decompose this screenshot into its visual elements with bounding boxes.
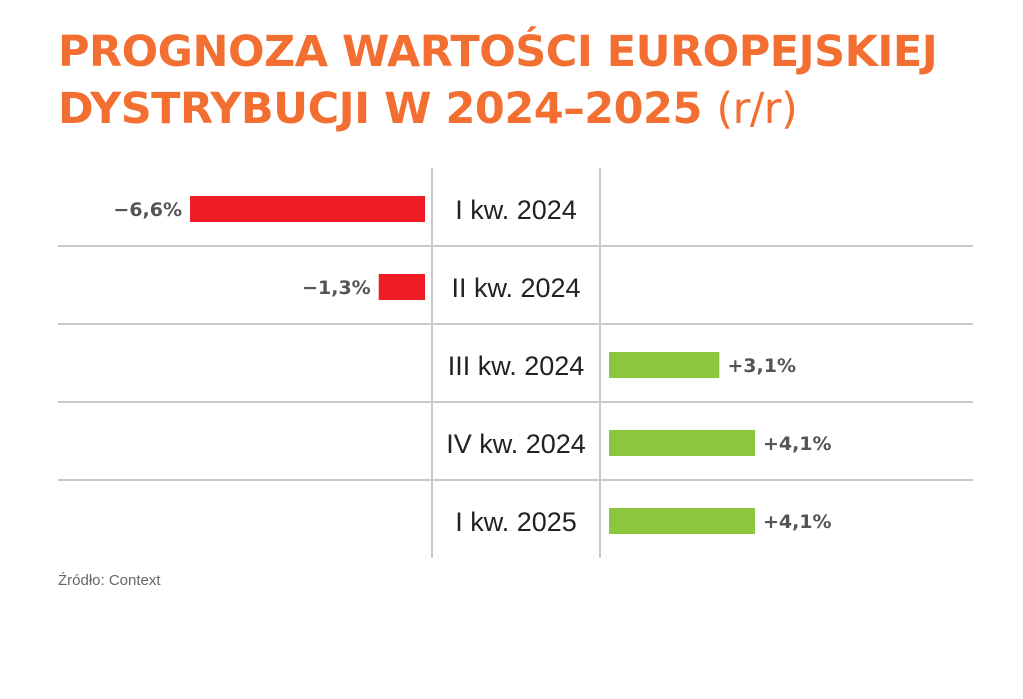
chart-title: PROGNOZA WARTOŚCI EUROPEJSKIEJ DYSTRYBUC… bbox=[58, 24, 998, 138]
chart-title-line1: PROGNOZA WARTOŚCI EUROPEJSKIEJ bbox=[58, 27, 938, 77]
category-label: I kw. 2025 bbox=[455, 507, 577, 537]
value-label: +4,1% bbox=[763, 511, 832, 533]
value-label: +3,1% bbox=[727, 355, 796, 377]
source-note: Źródło: Context bbox=[58, 572, 161, 589]
chart-title-line2: DYSTRYBUCJI W 2024–2025 bbox=[58, 84, 702, 134]
bar-positive bbox=[609, 430, 755, 456]
value-label: −6,6% bbox=[113, 199, 182, 221]
chart-title-unit: (r/r) bbox=[716, 84, 798, 134]
category-label: II kw. 2024 bbox=[451, 273, 580, 303]
value-label: −1,3% bbox=[302, 277, 371, 299]
bar-negative bbox=[378, 274, 425, 300]
category-label: IV kw. 2024 bbox=[446, 429, 586, 459]
bar-positive bbox=[609, 508, 755, 534]
value-label: +4,1% bbox=[763, 433, 832, 455]
bar-negative bbox=[190, 196, 425, 222]
category-label: I kw. 2024 bbox=[455, 195, 577, 225]
category-label: III kw. 2024 bbox=[448, 351, 585, 381]
bar-positive bbox=[609, 352, 720, 378]
